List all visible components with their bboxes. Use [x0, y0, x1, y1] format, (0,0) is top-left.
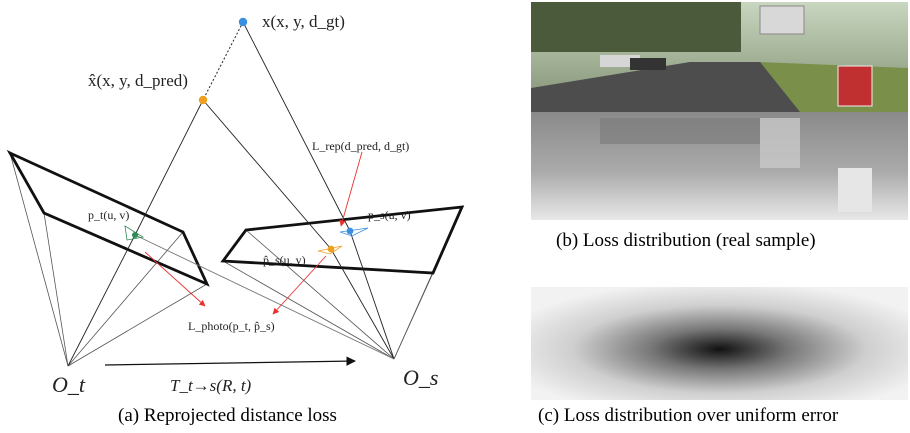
- source-pixel-marker: [346, 227, 354, 235]
- panel-b-image: [531, 2, 908, 220]
- caption-c: (c) Loss distribution over uniform error: [538, 405, 839, 426]
- pred-point-marker: [198, 95, 208, 105]
- gt-point-label: x(x, y, d_gt): [262, 12, 345, 31]
- depth-error-dotted: [202, 21, 244, 101]
- depth-region-near: [838, 168, 872, 212]
- target-camera-frustum: [9, 152, 208, 367]
- projection-rays: [67, 21, 395, 367]
- pred-point-label: x̂(x, y, d_pred): [88, 71, 188, 90]
- source-pixel-label: p_s(u, v): [368, 208, 411, 222]
- gt-point-marker: [238, 17, 248, 27]
- panel-a-diagram: x(x, y, d_gt) x̂(x, y, d_pred) p_t(u, v)…: [6, 12, 465, 397]
- camera-source-label: O_s: [403, 365, 438, 390]
- target-image-plane: [6, 149, 210, 287]
- transform-arrow: [104, 356, 356, 366]
- source-view-cone: [339, 227, 369, 237]
- caption-a: (a) Reprojected distance loss: [118, 405, 337, 426]
- car-dark: [630, 58, 666, 70]
- source-image-plane: [220, 205, 465, 275]
- billboard: [759, 5, 805, 35]
- camera-target-label: O_t: [52, 372, 86, 397]
- trees-left: [531, 2, 741, 52]
- target-pixel-marker: [132, 232, 138, 238]
- target-view-cone: [124, 225, 145, 241]
- panel-c-image: [531, 287, 908, 400]
- loss-photo-label: L_photo(p_t, p̂_s): [188, 319, 275, 333]
- pred-pixel-label: p̂_s(u, v): [263, 253, 306, 267]
- depth-region-dark: [600, 118, 760, 144]
- target-pixel-label: p_t(u, v): [88, 208, 129, 222]
- pred-pixel-marker: [327, 245, 335, 253]
- loss-photo-arrow-source: [272, 255, 327, 315]
- loss-photo-arrow-target: [144, 251, 206, 307]
- uniform-loss-map: [531, 287, 908, 400]
- loss-rep-arrow: [339, 151, 363, 227]
- caption-b: (b) Loss distribution (real sample): [556, 230, 816, 251]
- loss-rep-label: L_rep(d_pred, d_gt): [312, 139, 409, 153]
- poster-sign: [837, 65, 873, 107]
- transform-label: T_t→s(R, t): [170, 376, 252, 395]
- depth-region-light: [760, 118, 800, 168]
